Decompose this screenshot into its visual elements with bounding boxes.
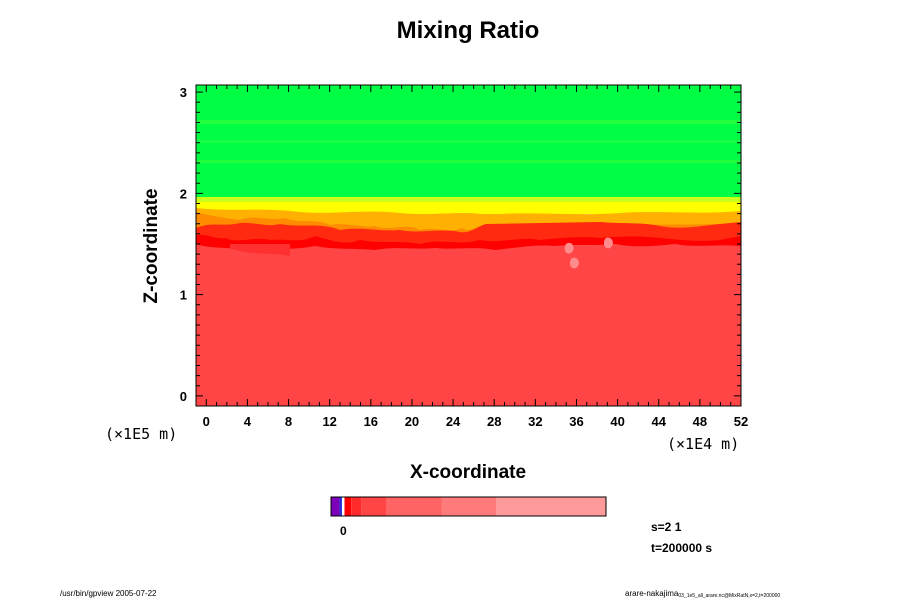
x-tick-label: 24 bbox=[446, 414, 461, 429]
x-tick-label: 32 bbox=[528, 414, 542, 429]
x-tick-label: 20 bbox=[405, 414, 419, 429]
light-blobs bbox=[564, 237, 613, 269]
x-axis-label: X-coordinate bbox=[410, 462, 526, 483]
footer-right: arare-nakajima03_1e5_all_arare.nc@MixRat… bbox=[625, 589, 780, 599]
x-axis: 0 4 8 12 16 20 24 28 32 36 40 44 48 52 bbox=[195, 85, 748, 429]
y-tick-label: 3 bbox=[180, 85, 187, 100]
interface-filament bbox=[230, 244, 290, 256]
field-layer bbox=[196, 85, 741, 406]
colorbar-swatch bbox=[344, 497, 352, 516]
y-unit-label: (×1E5 m) bbox=[105, 425, 177, 443]
x-tick-label: 0 bbox=[203, 414, 210, 429]
plot-frame bbox=[195, 84, 742, 407]
time-annotation: t=200000 s bbox=[651, 541, 712, 555]
footer-right-sub: 03_1e5_all_arare.nc@MixRatN,x=2,t=200000 bbox=[678, 593, 780, 599]
y-axis: 0 1 2 3 bbox=[180, 85, 741, 404]
colorbar-swatch bbox=[441, 497, 497, 516]
x-tick-label: 44 bbox=[652, 414, 667, 429]
x-tick-label: 36 bbox=[569, 414, 583, 429]
footer-left: /usr/bin/gpview 2005-07-22 bbox=[60, 589, 157, 598]
colorbar-frame bbox=[330, 496, 607, 517]
x-tick-label: 48 bbox=[693, 414, 707, 429]
colorbar-swatch bbox=[351, 497, 362, 516]
colorbar-label: 0 bbox=[340, 524, 347, 538]
lower-layer-top bbox=[196, 244, 741, 406]
x-tick-label: 12 bbox=[322, 414, 336, 429]
colorbar bbox=[331, 497, 606, 516]
x-tick-label: 52 bbox=[734, 414, 748, 429]
upper-layer-field bbox=[196, 85, 741, 211]
upper-layer-band bbox=[196, 160, 741, 163]
colorbar-swatch bbox=[339, 497, 342, 516]
interface-yellow bbox=[196, 202, 741, 214]
y-axis-label: Z-coordinate bbox=[141, 188, 162, 303]
upper-layer-band bbox=[196, 120, 741, 124]
x-tick-label: 4 bbox=[244, 414, 252, 429]
colorbar-swatch bbox=[361, 497, 387, 516]
x-tick-label: 16 bbox=[364, 414, 378, 429]
colorbar-swatch bbox=[496, 497, 606, 516]
y-tick-label: 2 bbox=[180, 186, 187, 201]
colorbar-swatch bbox=[386, 497, 442, 516]
x-tick-label: 8 bbox=[285, 414, 292, 429]
footer-right-main: arare-nakajima bbox=[625, 589, 679, 598]
y-tick-label: 0 bbox=[180, 389, 187, 404]
chart-title: Mixing Ratio bbox=[397, 17, 540, 44]
y-tick-label: 1 bbox=[180, 288, 187, 303]
stride-annotation: s=2 1 bbox=[651, 520, 682, 534]
x-tick-label: 28 bbox=[487, 414, 501, 429]
x-tick-label: 40 bbox=[610, 414, 624, 429]
upper-layer-band bbox=[196, 140, 741, 143]
colorbar-swatch bbox=[341, 497, 345, 516]
colorbar-swatch bbox=[331, 497, 340, 516]
x-unit-label: (×1E4 m) bbox=[667, 435, 739, 453]
